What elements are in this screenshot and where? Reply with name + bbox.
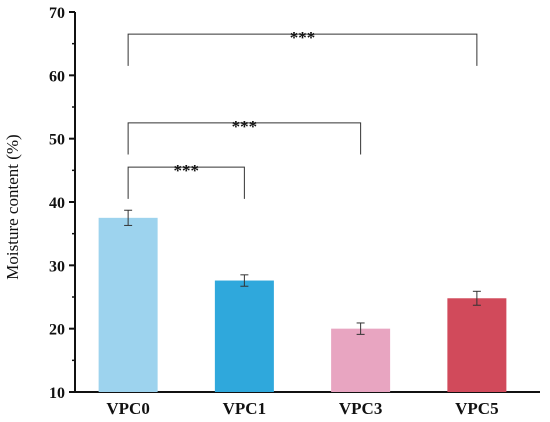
y-tick-label-60: 60: [49, 68, 65, 85]
significance-bracket-1: [127, 166, 245, 199]
error-bars: [124, 209, 481, 335]
significance-bracket-3: [127, 33, 478, 66]
significance-label-1: ***: [174, 161, 200, 180]
significance-brackets: [127, 33, 478, 199]
significance-bracket-2: [127, 122, 362, 155]
bar-vpc0: [98, 217, 158, 392]
x-tick-label-vpc3: VPC3: [339, 399, 382, 418]
bar-vpc5: [447, 298, 507, 392]
x-tick-label-vpc0: VPC0: [106, 399, 149, 418]
bars: [98, 217, 507, 392]
y-tick-label-70: 70: [49, 5, 65, 22]
bar-vpc1: [214, 280, 274, 392]
significance-label-2: ***: [232, 117, 258, 136]
y-tick-label-30: 30: [49, 258, 65, 275]
x-tick-label-vpc5: VPC5: [455, 399, 498, 418]
x-tick-label-vpc1: VPC1: [223, 399, 266, 418]
y-tick-label-20: 20: [49, 322, 65, 339]
y-axis-label: Moisture content (%): [3, 134, 22, 279]
y-tick-label-40: 40: [49, 195, 65, 212]
significance-label-3: ***: [290, 28, 316, 47]
y-tick-label-10: 10: [49, 385, 65, 402]
labels: 10 20 30 40 50 60 70 Moisture content (%) VPC0 VP…: [3, 5, 499, 418]
bar-vpc3: [331, 328, 391, 392]
y-tick-label-50: 50: [49, 132, 65, 149]
